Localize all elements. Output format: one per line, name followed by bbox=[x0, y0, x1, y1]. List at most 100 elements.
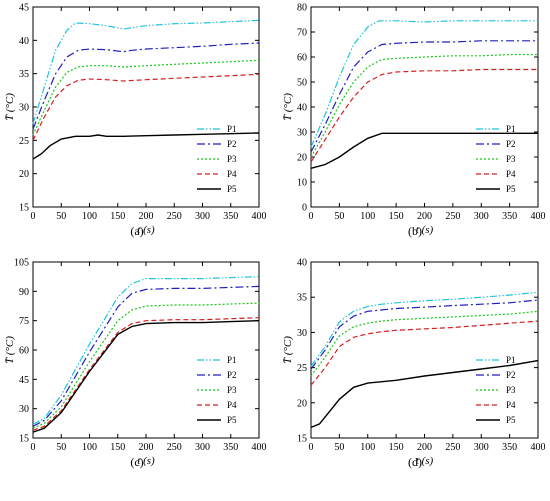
x-tick-label: 100 bbox=[82, 442, 97, 453]
x-tick-label: 50 bbox=[56, 442, 66, 453]
x-tick-label: 400 bbox=[531, 211, 546, 222]
y-tick-label: 30 bbox=[19, 404, 29, 415]
series-line-p3 bbox=[32, 59, 260, 136]
x-tick-label: 100 bbox=[360, 211, 375, 222]
x-axis-label: t (s) bbox=[416, 455, 434, 467]
series-line-p2 bbox=[310, 299, 539, 370]
series-line-p2 bbox=[310, 40, 538, 153]
series-line-p1 bbox=[32, 19, 260, 124]
y-tick-label: 90 bbox=[19, 287, 29, 298]
x-tick-label: 200 bbox=[417, 442, 432, 453]
y-tick-label: 20 bbox=[19, 169, 29, 180]
legend-label-p5: P5 bbox=[506, 415, 516, 425]
legend-label-p2: P2 bbox=[506, 370, 516, 380]
x-tick-label: 250 bbox=[167, 442, 182, 453]
x-tick-label: 0 bbox=[309, 442, 314, 453]
x-tick-label: 150 bbox=[110, 442, 125, 453]
x-tick-label: 300 bbox=[195, 442, 210, 453]
legend-label-p2: P2 bbox=[506, 139, 516, 149]
legend-label-p5: P5 bbox=[506, 184, 516, 194]
plot-frame bbox=[310, 6, 539, 208]
x-tick-label: 300 bbox=[474, 442, 489, 453]
legend-label-p1: P1 bbox=[506, 355, 516, 365]
chart-panel-3: 0 50 100 150 200 250 300 350 400 15 20 25 30 35 40 t (s… bbox=[282, 258, 546, 470]
x-tick-label: 350 bbox=[502, 442, 517, 453]
series-line-p1 bbox=[310, 20, 538, 148]
series-line-p1 bbox=[32, 276, 260, 425]
chart-panel-0: 0 50 100 150 200 250 300 350 400 15 20 25 30 35 40 45 t … bbox=[4, 3, 267, 239]
y-axis-label: T̄ (°C) bbox=[4, 336, 16, 364]
series-line-p4 bbox=[32, 73, 260, 141]
legend-label-p4: P4 bbox=[506, 400, 516, 410]
x-tick-label: 350 bbox=[223, 442, 238, 453]
y-tick-label: 30 bbox=[297, 328, 307, 339]
x-tick-label: 300 bbox=[195, 211, 210, 222]
chart-panel-1: 0 50 100 150 200 250 300 350 400 0 10 20 30 40 50 60 70 8… bbox=[282, 3, 546, 239]
x-tick-label: 250 bbox=[445, 442, 460, 453]
x-tick-label: 0 bbox=[31, 442, 36, 453]
chart-panel-2: 0 50 100 150 200 250 300 350 400 15 30 45 60 75 90 105 t… bbox=[4, 258, 267, 470]
x-tick-label: 50 bbox=[334, 211, 344, 222]
y-tick-label: 30 bbox=[297, 128, 307, 139]
y-tick-label: 10 bbox=[297, 178, 307, 189]
panel-label: (c) bbox=[130, 455, 143, 469]
x-tick-label: 350 bbox=[223, 211, 238, 222]
y-tick-label: 70 bbox=[297, 28, 307, 39]
y-tick-label: 35 bbox=[19, 69, 29, 80]
y-tick-label: 30 bbox=[19, 103, 29, 114]
series-line-p5 bbox=[32, 132, 260, 160]
x-tick-label: 250 bbox=[445, 211, 460, 222]
y-tick-label: 50 bbox=[297, 78, 307, 89]
panel-label: (a) bbox=[130, 224, 143, 238]
x-tick-label: 200 bbox=[417, 211, 432, 222]
y-axis-label: T̄ (°C) bbox=[282, 336, 294, 364]
x-tick-label: 200 bbox=[139, 442, 154, 453]
y-tick-label: 15 bbox=[19, 434, 29, 445]
series-line-p3 bbox=[32, 302, 260, 429]
y-tick-label: 105 bbox=[14, 258, 29, 269]
legend-label-p5: P5 bbox=[227, 184, 237, 194]
legend-label-p3: P3 bbox=[506, 154, 516, 164]
y-tick-label: 20 bbox=[297, 398, 307, 409]
x-tick-label: 100 bbox=[360, 442, 375, 453]
x-tick-label: 150 bbox=[110, 211, 125, 222]
x-tick-label: 200 bbox=[139, 211, 154, 222]
x-axis-label: t (s) bbox=[137, 224, 155, 236]
panel-label: (d) bbox=[408, 455, 422, 469]
x-tick-label: 50 bbox=[334, 442, 344, 453]
series-line-p2 bbox=[32, 285, 260, 427]
legend-label-p1: P1 bbox=[506, 124, 516, 134]
plot-frame bbox=[32, 6, 260, 208]
series-line-p2 bbox=[32, 42, 260, 130]
y-tick-label: 40 bbox=[297, 258, 307, 269]
y-axis-label: T̄ (°C) bbox=[4, 93, 16, 121]
y-tick-label: 60 bbox=[19, 346, 29, 357]
series-line-p1 bbox=[310, 291, 539, 367]
y-tick-label: 60 bbox=[297, 53, 307, 64]
x-tick-label: 400 bbox=[252, 211, 267, 222]
y-tick-label: 15 bbox=[19, 203, 29, 214]
legend-label-p4: P4 bbox=[227, 400, 237, 410]
series-line-p5 bbox=[310, 132, 538, 169]
legend-label-p4: P4 bbox=[227, 169, 237, 179]
series-line-p4 bbox=[310, 68, 538, 163]
plot-frame bbox=[310, 261, 539, 439]
y-tick-label: 25 bbox=[297, 363, 307, 374]
x-tick-label: 150 bbox=[389, 211, 404, 222]
series-line-p5 bbox=[310, 359, 539, 429]
y-tick-label: 45 bbox=[19, 375, 29, 386]
legend-label-p4: P4 bbox=[506, 169, 516, 179]
series-line-p4 bbox=[310, 320, 539, 386]
x-tick-label: 250 bbox=[167, 211, 182, 222]
series-line-p5 bbox=[32, 320, 260, 433]
x-tick-label: 400 bbox=[531, 442, 546, 453]
y-tick-label: 0 bbox=[302, 203, 307, 214]
legend-label-p3: P3 bbox=[227, 385, 237, 395]
legend-label-p1: P1 bbox=[227, 124, 237, 134]
y-tick-label: 35 bbox=[297, 293, 307, 304]
y-axis-label: T̄ (°C) bbox=[282, 93, 294, 121]
series-line-p4 bbox=[32, 317, 260, 431]
series-line-p3 bbox=[310, 310, 539, 377]
x-tick-label: 0 bbox=[31, 211, 36, 222]
